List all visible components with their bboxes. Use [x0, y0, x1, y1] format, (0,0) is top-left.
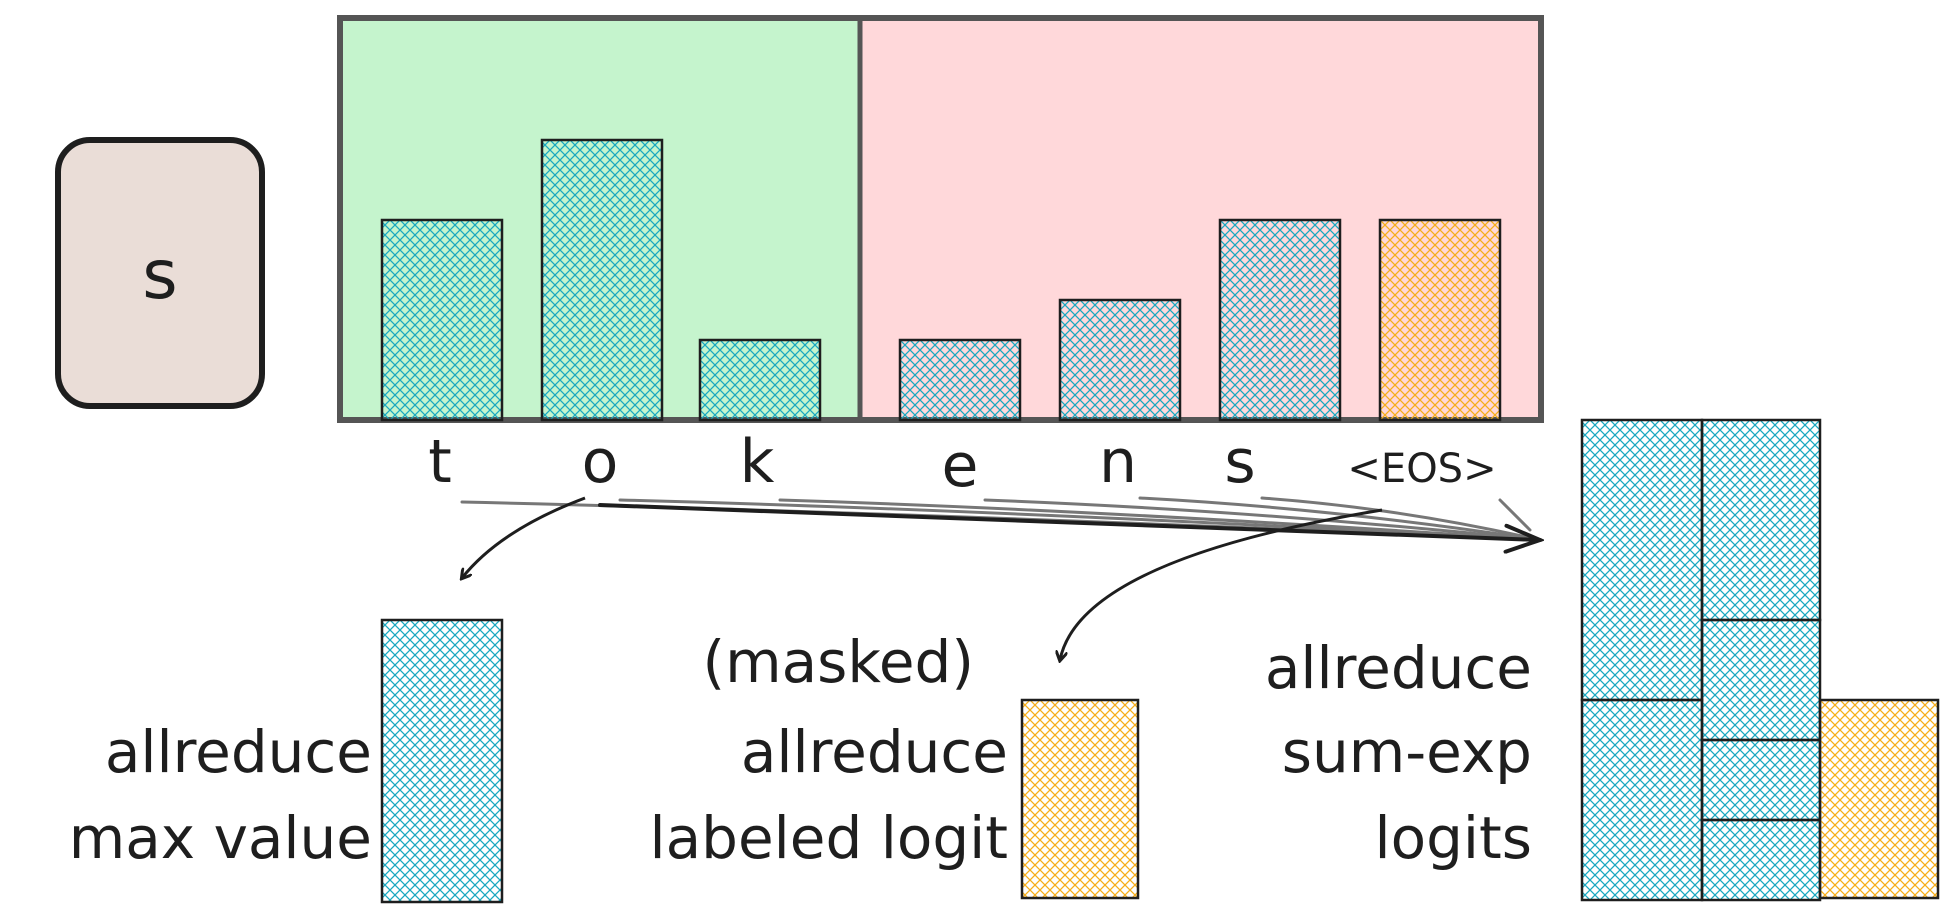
arrow-to-max-panel: [462, 498, 585, 578]
stacked-block: [1582, 420, 1702, 700]
stacked-block: [1702, 820, 1820, 900]
vocab-logit-bar-k: [700, 340, 820, 420]
vocab-label: <EOS>: [1347, 446, 1496, 492]
vocab-label: s: [1224, 427, 1255, 497]
sumexp-panel-line: logits: [1375, 804, 1533, 872]
labeled-panel-line: (masked): [702, 628, 974, 696]
vocab-label: o: [582, 427, 619, 497]
labeled-logit-bar: [1022, 700, 1138, 898]
vocab-logit-bar-o: [542, 140, 662, 420]
vocab-label: t: [428, 427, 452, 497]
stacked-block: [1702, 420, 1820, 620]
max-panel-line: allreduce: [105, 718, 372, 786]
labeled-panel-line: labeled logit: [650, 804, 1008, 872]
vocab-labels: t o k e n s <EOS>: [428, 427, 1496, 501]
vocab-logit-bar-eos: [1380, 220, 1500, 420]
vocab-logit-bar-e: [900, 340, 1020, 420]
labeled-logit-panel: (masked) allreduce labeled logit: [650, 628, 1138, 898]
max-value-panel: allreduce max value: [69, 620, 502, 902]
max-value-bar: [382, 620, 502, 902]
max-panel-line: max value: [69, 804, 372, 872]
stacked-logit-blocks: [1582, 420, 1938, 900]
vocab-logit-bar-n: [1060, 300, 1180, 420]
vocab-label: k: [740, 427, 775, 497]
labeled-panel-line: allreduce: [741, 718, 1008, 786]
stacked-block: [1582, 700, 1702, 900]
input-token-label: s: [142, 236, 177, 315]
vocab-logit-bar-t: [382, 220, 502, 420]
stacked-block-labeled: [1820, 700, 1938, 898]
sumexp-panel-line: sum-exp: [1282, 718, 1532, 786]
input-token-box: s: [58, 140, 262, 406]
vocab-logit-bar-s: [1220, 220, 1340, 420]
stacked-block: [1702, 620, 1820, 740]
vocab-label: n: [1099, 427, 1137, 497]
gather-arrows: [462, 498, 1540, 540]
sum-exp-panel: allreduce sum-exp logits: [1265, 420, 1938, 900]
sumexp-panel-line: allreduce: [1265, 634, 1532, 702]
stacked-block: [1702, 740, 1820, 820]
vocab-label: e: [942, 431, 979, 501]
